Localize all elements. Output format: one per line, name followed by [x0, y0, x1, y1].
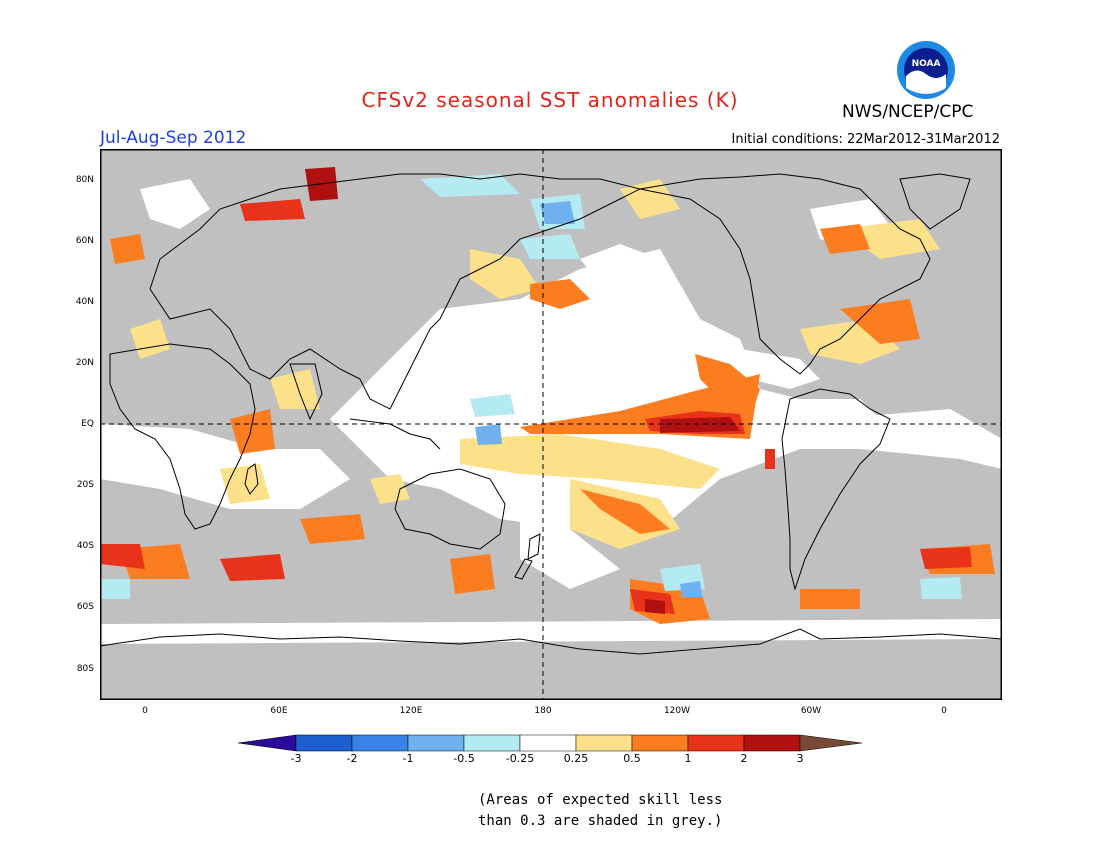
colorbar-segment	[631, 734, 689, 752]
period-label: Jul-Aug-Sep 2012	[100, 128, 247, 148]
lat-label: 20S	[76, 480, 94, 490]
chart-title: CFSv2 seasonal SST anomalies (K)	[361, 88, 739, 112]
organization-label: NWS/NCEP/CPC	[842, 102, 974, 122]
colorbar-segment	[743, 734, 801, 752]
colorbar-label: -0.5	[453, 752, 475, 765]
sst-anomaly-map	[100, 149, 1002, 700]
lat-label: EQ	[81, 419, 94, 429]
colorbar-low-arrow	[238, 734, 297, 752]
noaa-logo: NOAA	[897, 41, 955, 99]
lat-label: 40S	[76, 541, 94, 551]
lon-label: 180	[534, 706, 552, 716]
colorbar-segment	[407, 734, 465, 752]
colorbar-segment	[351, 734, 409, 752]
colorbar-segment	[687, 734, 745, 752]
lon-label: 60E	[270, 706, 288, 716]
lon-label: 120W	[663, 706, 691, 716]
colorbar	[238, 734, 862, 752]
colorbar-segment	[575, 734, 633, 752]
colorbar-label: 0.5	[623, 752, 641, 765]
colorbar-label: -0.25	[505, 752, 535, 765]
colorbar-label: 2	[740, 752, 748, 765]
colorbar-segment	[463, 734, 521, 752]
colorbar-label: 0.25	[563, 752, 589, 765]
svg-text:NOAA: NOAA	[912, 59, 941, 69]
colorbar-high-arrow	[799, 734, 862, 752]
lat-label: 80S	[76, 664, 94, 674]
lon-label: 120E	[399, 706, 423, 716]
initial-conditions-label: Initial conditions: 22Mar2012-31Mar2012	[731, 132, 1001, 147]
skill-note: (Areas of expected skill less than 0.3 a…	[478, 790, 722, 832]
colorbar-label: -1	[402, 752, 414, 765]
colorbar-label: -2	[346, 752, 358, 765]
colorbar-segment	[295, 734, 353, 752]
lat-label: 60S	[76, 602, 94, 612]
colorbar-segment	[519, 734, 577, 752]
lat-label: 20N	[75, 358, 94, 368]
lon-label: 0	[941, 706, 947, 716]
lat-label: 60N	[75, 236, 94, 246]
colorbar-label: -3	[290, 752, 302, 765]
colorbar-label: 3	[796, 752, 804, 765]
lon-label: 60W	[800, 706, 822, 716]
skill-note-line: than 0.3 are shaded in grey.)	[478, 813, 723, 829]
colorbar-label: 1	[684, 752, 692, 765]
lon-label: 0	[142, 706, 148, 716]
skill-note-line: (Areas of expected skill less	[478, 792, 723, 808]
lat-label: 80N	[75, 175, 94, 185]
lat-label: 40N	[75, 297, 94, 307]
